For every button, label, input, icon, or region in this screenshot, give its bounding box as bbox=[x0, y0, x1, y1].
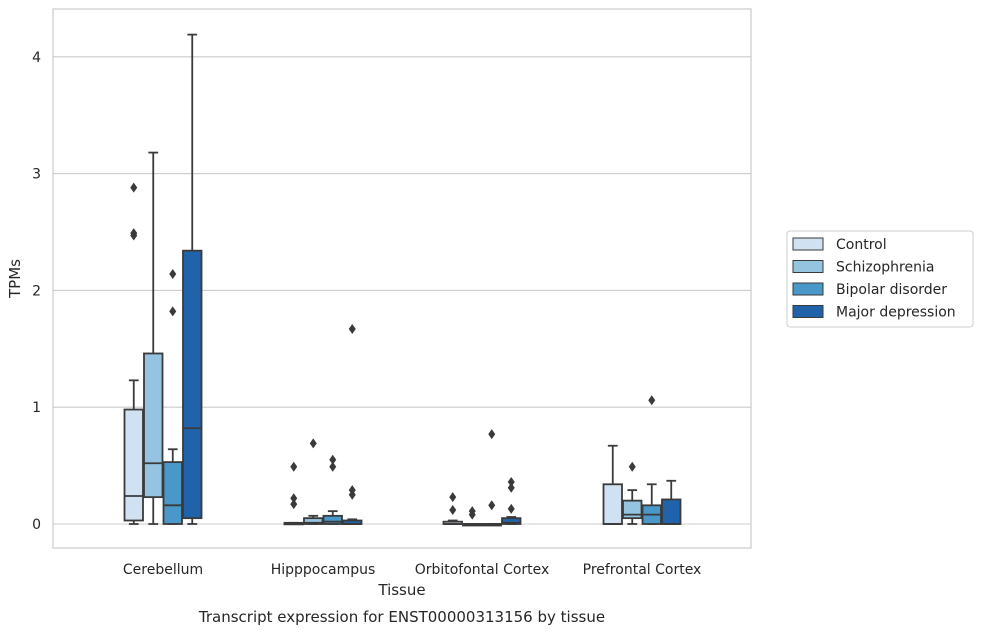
outlier-point bbox=[468, 506, 476, 517]
box-0-0 bbox=[123, 182, 144, 525]
legend-swatch bbox=[792, 237, 824, 251]
box-3-1 bbox=[622, 461, 643, 525]
outlier-point bbox=[648, 395, 656, 406]
outlier-point bbox=[130, 228, 138, 239]
box-1-0 bbox=[283, 461, 304, 526]
plot-frame bbox=[52, 8, 752, 549]
x-tick-label: Cerebellum bbox=[123, 562, 203, 578]
box-2-2 bbox=[481, 429, 502, 527]
outlier-point bbox=[449, 504, 457, 515]
legend-entry: Control bbox=[836, 237, 887, 253]
box-2-1 bbox=[462, 506, 483, 527]
legend: Control Schizophrenia Bipolar disorder Majo… bbox=[786, 230, 974, 328]
outlier-point bbox=[449, 492, 457, 503]
legend-entry: Schizophrenia bbox=[836, 260, 934, 276]
outlier-point bbox=[488, 500, 496, 511]
box-0-1 bbox=[143, 151, 164, 525]
box-2-0 bbox=[442, 492, 463, 525]
outlier-point bbox=[309, 438, 317, 449]
x-tick-labels: Cerebellum Hipppocampus Orbitofontal Corte… bbox=[123, 562, 701, 578]
box-2-3 bbox=[501, 476, 522, 525]
box-3-3 bbox=[661, 479, 682, 525]
y-tick-label: 2 bbox=[32, 283, 41, 299]
outlier-point bbox=[507, 476, 515, 487]
box-rect bbox=[143, 352, 164, 499]
outlier-point bbox=[329, 461, 337, 472]
box-3-2 bbox=[641, 395, 662, 525]
box-1-1 bbox=[303, 438, 324, 525]
y-tick-label: 3 bbox=[32, 167, 41, 183]
boxes bbox=[123, 33, 682, 527]
outlier-point bbox=[507, 482, 515, 493]
chart-caption: Transcript expression for ENST0000031315… bbox=[198, 608, 605, 626]
outlier-point bbox=[628, 461, 636, 472]
box-0-2 bbox=[162, 269, 183, 525]
box-rect bbox=[123, 408, 144, 522]
box-1-2 bbox=[322, 454, 343, 525]
box-1-3 bbox=[342, 323, 363, 525]
x-tick-label: Prefrontal Cortex bbox=[583, 562, 702, 578]
y-tick-label: 4 bbox=[32, 50, 41, 66]
legend-frame bbox=[786, 230, 974, 328]
box-3-0 bbox=[602, 444, 623, 525]
box-rect bbox=[162, 461, 183, 525]
y-tick-label: 1 bbox=[32, 400, 41, 416]
box-rect bbox=[322, 514, 343, 525]
box-rect bbox=[182, 249, 203, 520]
legend-swatch bbox=[792, 282, 824, 296]
x-tick-label: Hipppocampus bbox=[271, 562, 376, 578]
legend-swatch bbox=[792, 260, 824, 273]
legend-entry: Major depression bbox=[836, 305, 956, 321]
outlier-point bbox=[348, 485, 356, 496]
outlier-point bbox=[130, 182, 138, 193]
x-tick-label: Orbitofontal Cortex bbox=[415, 562, 550, 578]
outlier-point bbox=[488, 429, 496, 440]
outlier-point bbox=[290, 461, 298, 472]
outlier-point bbox=[290, 499, 298, 510]
outlier-point bbox=[169, 306, 177, 317]
outlier-point bbox=[348, 323, 356, 334]
outlier-point bbox=[507, 503, 515, 514]
x-axis-title: Tissue bbox=[377, 581, 425, 599]
y-axis-title: TPMs bbox=[6, 259, 24, 299]
box-rect bbox=[501, 517, 522, 525]
outlier-point bbox=[290, 493, 298, 504]
outlier-point bbox=[329, 454, 337, 465]
box-rect bbox=[602, 483, 623, 525]
outlier-point bbox=[169, 269, 177, 280]
box-rect bbox=[661, 498, 682, 525]
box-0-3 bbox=[182, 33, 203, 525]
box-rect bbox=[303, 517, 324, 525]
y-tick-labels: 0 1 2 3 4 bbox=[32, 50, 41, 533]
legend-entry: Bipolar disorder bbox=[836, 282, 947, 298]
y-tick-label: 0 bbox=[32, 517, 41, 533]
legend-swatch bbox=[792, 305, 824, 318]
